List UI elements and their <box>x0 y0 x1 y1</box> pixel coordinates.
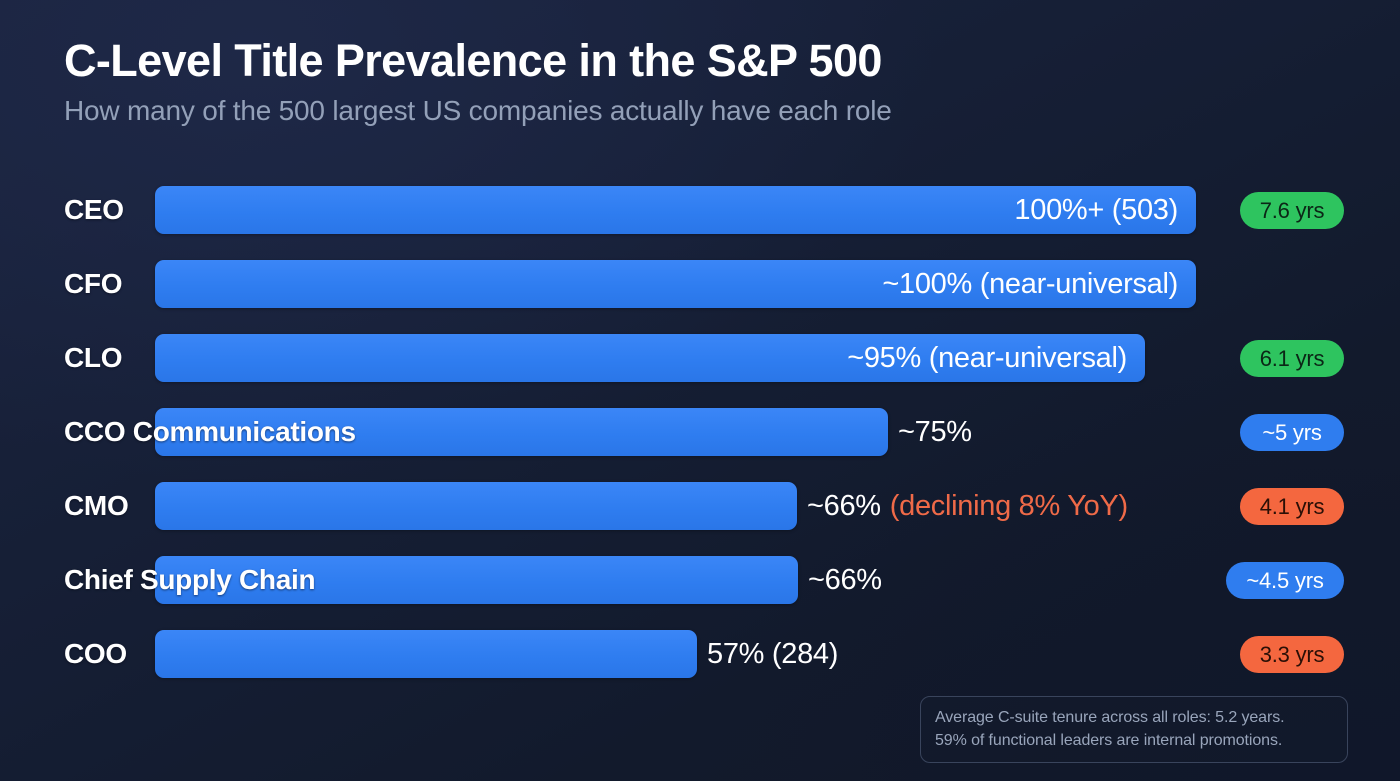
footnote-line-1: Average C-suite tenure across all roles:… <box>935 709 1285 726</box>
bar-value-note: (declining 8% YoY) <box>889 489 1128 522</box>
tenure-badge[interactable]: 4.1 yrs <box>1240 488 1344 525</box>
bar[interactable] <box>155 482 797 530</box>
bar-row: CMO ~66% (declining 8% YoY) 4.1 yrs <box>0 482 1400 556</box>
bar-track: ~66% (declining 8% YoY) <box>155 482 1400 530</box>
bar-row-label: CMO <box>64 490 129 521</box>
bar-track: 57% (284) <box>155 630 1400 678</box>
bar[interactable] <box>155 630 697 678</box>
bar-value-text: ~66% <box>807 489 881 522</box>
footnote-line-2: 59% of functional leaders are internal p… <box>935 732 1283 750</box>
tenure-badge[interactable]: ~5 yrs <box>1240 414 1344 451</box>
bar-value-text: ~75% <box>898 415 972 448</box>
page-subtitle: How many of the 500 largest US companies… <box>64 94 892 126</box>
bar-row: CFO ~100% (near-universal) <box>0 260 1400 334</box>
bar-row-label: CEO <box>64 194 124 225</box>
bar[interactable] <box>155 260 1196 308</box>
bar[interactable] <box>155 408 888 456</box>
bar-row: CCO Communications ~75% ~5 yrs <box>0 408 1400 482</box>
bar-row: Chief Supply Chain ~66% ~4.5 yrs <box>0 556 1400 630</box>
bar-value-label: ~75% <box>898 408 972 456</box>
bar-chart-rows: CEO 100%+ (503) 7.6 yrs CFO ~100% (near-univ… <box>0 186 1400 704</box>
bar-value-label: ~66% <box>808 556 882 604</box>
bar-row-label: CFO <box>64 268 123 299</box>
bar[interactable] <box>155 556 798 604</box>
footnote-box: Average C-suite tenure across all roles:… <box>920 696 1348 764</box>
bar[interactable] <box>155 334 1145 382</box>
bar-value-label: 100%+ (503) <box>1014 193 1178 226</box>
bar[interactable] <box>155 186 1196 234</box>
tenure-badge[interactable]: 6.1 yrs <box>1240 340 1344 377</box>
bar-row-label: Chief Supply Chain <box>64 564 316 595</box>
bar-value-label: ~95% (near-universal) <box>847 341 1127 374</box>
page-title: C-Level Title Prevalence in the S&P 500 <box>64 35 882 86</box>
bar-value-text: ~66% <box>808 563 882 596</box>
tenure-badge[interactable]: ~4.5 yrs <box>1226 562 1344 599</box>
bar-row-label: CCO Communications <box>64 416 356 447</box>
bar-row: COO 57% (284) 3.3 yrs <box>0 630 1400 704</box>
bar-track: ~75% <box>155 408 1400 456</box>
bar-row: CLO ~95% (near-universal) 6.1 yrs <box>0 334 1400 408</box>
chart-header: C-Level Title Prevalence in the S&P 500 … <box>64 35 1344 127</box>
bar-value-label: 57% (284) <box>707 630 838 678</box>
bar-value-label: ~100% (near-universal) <box>882 267 1178 300</box>
tenure-badge[interactable]: 3.3 yrs <box>1240 636 1344 673</box>
bar-track: ~95% (near-universal) <box>155 334 1400 382</box>
bar-row: CEO 100%+ (503) 7.6 yrs <box>0 186 1400 260</box>
bar-value-label: ~66% (declining 8% YoY) <box>807 482 1128 530</box>
bar-track: ~100% (near-universal) <box>155 260 1400 308</box>
bar-track: 100%+ (503) <box>155 186 1400 234</box>
bar-track: ~66% <box>155 556 1400 604</box>
tenure-badge[interactable]: 7.6 yrs <box>1240 192 1344 229</box>
bar-row-label: CLO <box>64 342 123 373</box>
bar-row-label: COO <box>64 638 127 669</box>
bar-value-text: 57% (284) <box>707 637 839 670</box>
